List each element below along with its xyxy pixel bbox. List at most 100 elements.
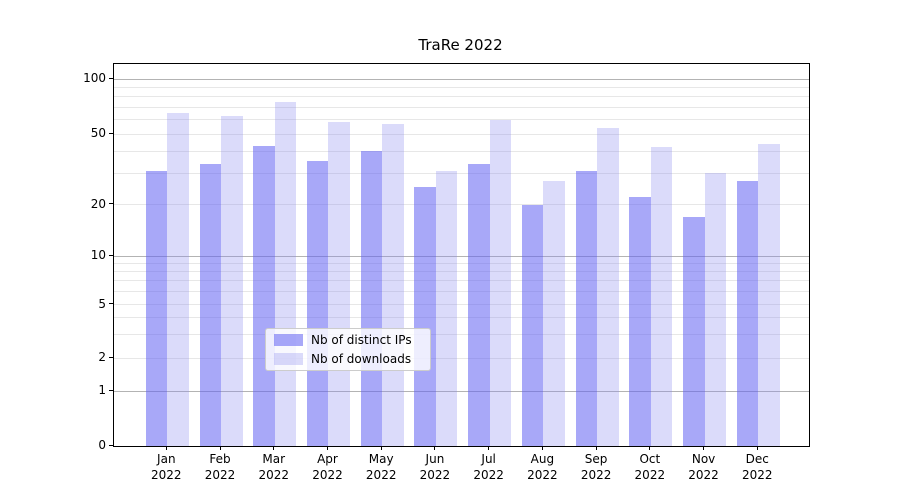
x-tick-label: Aug 2022 bbox=[502, 451, 582, 483]
bar-nb-of-distinct-ips-jul bbox=[468, 163, 490, 446]
bar-nb-of-downloads-jun bbox=[435, 170, 458, 446]
x-tick-label: Jul 2022 bbox=[449, 451, 529, 483]
major-gridline bbox=[114, 255, 809, 257]
bar-nb-of-downloads-may bbox=[382, 123, 404, 446]
bar-nb-of-downloads-aug bbox=[543, 181, 565, 446]
x-tick-year: 2022 bbox=[580, 468, 612, 482]
x-tick-month: Sep bbox=[584, 452, 608, 466]
legend: Nb of distinct IPs Nb of downloads bbox=[265, 328, 431, 371]
minor-gridline bbox=[114, 317, 809, 319]
minor-gridline bbox=[114, 333, 809, 335]
x-tick-label: Feb 2022 bbox=[180, 451, 260, 483]
bar-nb-of-distinct-ips-feb bbox=[199, 163, 222, 446]
major-gridline bbox=[114, 78, 809, 80]
x-tick-mark bbox=[703, 446, 705, 450]
x-tick-label: Oct 2022 bbox=[610, 451, 690, 483]
plot-area bbox=[113, 63, 810, 447]
x-tick-label: May 2022 bbox=[341, 451, 421, 483]
legend-swatch-downloads bbox=[274, 353, 303, 365]
y-tick-mark bbox=[109, 77, 113, 79]
y-tick-mark bbox=[109, 254, 113, 256]
x-tick-month: May bbox=[368, 452, 394, 466]
x-tick-label: Jun 2022 bbox=[395, 451, 475, 483]
y-tick-label: 50 bbox=[90, 126, 106, 140]
x-tick-month: Jul bbox=[481, 452, 496, 466]
bar-nb-of-distinct-ips-aug bbox=[521, 204, 544, 446]
x-tick-year: 2022 bbox=[151, 468, 182, 482]
minor-gridline bbox=[114, 204, 809, 205]
y-tick-mark bbox=[109, 132, 113, 134]
x-tick-year: 2022 bbox=[742, 468, 773, 482]
bar-nb-of-distinct-ips-jan bbox=[145, 170, 168, 446]
x-tick-mark bbox=[488, 446, 490, 450]
bar-nb-of-distinct-ips-apr bbox=[306, 161, 329, 446]
x-tick-year: 2022 bbox=[365, 468, 397, 482]
minor-gridline bbox=[114, 357, 809, 359]
x-tick-label: Mar 2022 bbox=[234, 451, 314, 483]
bar-nb-of-downloads-oct bbox=[650, 147, 673, 446]
x-tick-year: 2022 bbox=[634, 468, 666, 482]
y-tick-label: 0 bbox=[98, 438, 106, 452]
x-tick-year: 2022 bbox=[527, 468, 558, 482]
x-tick-month: Dec bbox=[745, 452, 769, 466]
bar-nb-of-downloads-nov bbox=[704, 173, 727, 446]
legend-row-downloads: Nb of downloads bbox=[266, 351, 430, 367]
minor-gridline bbox=[114, 280, 809, 282]
x-tick-year: 2022 bbox=[688, 468, 719, 482]
y-tick-mark bbox=[109, 356, 113, 358]
x-tick-label: Jan 2022 bbox=[126, 451, 206, 483]
bar-nb-of-distinct-ips-mar bbox=[253, 145, 275, 446]
minor-gridline bbox=[114, 150, 809, 152]
x-tick-year: 2022 bbox=[312, 468, 343, 482]
x-tick-year: 2022 bbox=[258, 468, 290, 482]
x-tick-mark bbox=[219, 446, 221, 450]
x-tick-month: Feb bbox=[209, 452, 231, 466]
bar-nb-of-distinct-ips-oct bbox=[629, 197, 651, 446]
legend-label-downloads: Nb of downloads bbox=[311, 352, 412, 366]
chart-title: TraRe 2022 bbox=[418, 36, 503, 54]
bar-nb-of-distinct-ips-may bbox=[360, 151, 383, 446]
legend-label-distinct-ips: Nb of distinct IPs bbox=[311, 333, 412, 347]
minor-gridline bbox=[114, 133, 809, 135]
x-tick-mark bbox=[326, 446, 328, 450]
x-tick-month: Jun bbox=[425, 452, 445, 466]
x-tick-year: 2022 bbox=[419, 468, 451, 482]
x-tick-mark bbox=[595, 446, 597, 450]
y-tick-label: 100 bbox=[83, 71, 106, 86]
x-tick-month: Mar bbox=[262, 452, 286, 466]
bar-nb-of-distinct-ips-jun bbox=[414, 187, 436, 446]
x-tick-mark bbox=[649, 446, 651, 450]
minor-gridline bbox=[114, 262, 809, 264]
x-tick-year: 2022 bbox=[473, 468, 504, 482]
bar-nb-of-downloads-jul bbox=[489, 119, 512, 446]
bar-nb-of-distinct-ips-dec bbox=[736, 181, 759, 446]
y-tick-label: 20 bbox=[90, 196, 106, 211]
bar-nb-of-distinct-ips-sep bbox=[575, 170, 598, 446]
y-tick-label: 1 bbox=[98, 383, 106, 397]
minor-gridline bbox=[114, 106, 809, 108]
bar-nb-of-downloads-sep bbox=[597, 127, 619, 446]
y-tick-mark bbox=[109, 303, 113, 304]
minor-gridline bbox=[114, 291, 809, 293]
x-tick-year: 2022 bbox=[204, 468, 236, 482]
x-tick-mark bbox=[273, 446, 275, 450]
minor-gridline bbox=[114, 172, 809, 174]
major-gridline bbox=[114, 390, 809, 392]
y-tick-mark bbox=[109, 389, 113, 391]
bar-nb-of-downloads-dec bbox=[758, 143, 780, 446]
x-tick-mark bbox=[756, 446, 758, 450]
y-tick-label: 10 bbox=[90, 248, 106, 262]
minor-gridline bbox=[114, 96, 809, 98]
x-tick-mark bbox=[434, 446, 436, 450]
y-tick-mark bbox=[109, 203, 113, 204]
x-tick-month: Aug bbox=[530, 452, 555, 466]
bar-nb-of-downloads-jan bbox=[167, 113, 189, 446]
x-tick-mark bbox=[380, 446, 382, 450]
x-tick-label: Apr 2022 bbox=[287, 451, 367, 483]
minor-gridline bbox=[114, 271, 809, 273]
x-tick-label: Dec 2022 bbox=[717, 451, 797, 483]
bar-nb-of-downloads-feb bbox=[221, 115, 243, 446]
x-tick-mark bbox=[165, 446, 167, 450]
bar-nb-of-downloads-mar bbox=[274, 102, 297, 446]
